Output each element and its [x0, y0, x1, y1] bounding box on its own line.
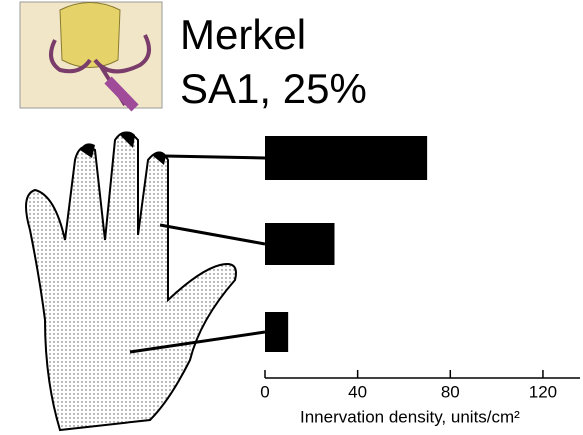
- merkel-icon: [19, 1, 163, 112]
- bar: [265, 312, 289, 352]
- chart-subtitle: SA1, 25%: [180, 65, 367, 112]
- leader-lines: [129, 154, 266, 354]
- x-axis-label: Innervation density, units/cm²: [300, 407, 520, 426]
- x-tick-label: 40: [348, 382, 367, 401]
- bar: [265, 223, 335, 265]
- x-tick-label: 0: [260, 382, 269, 401]
- x-tick-label: 80: [441, 382, 460, 401]
- chart-title: Merkel: [180, 11, 306, 58]
- x-tick-label: 120: [529, 382, 557, 401]
- bar: [265, 136, 428, 180]
- hand-illustration: [25, 131, 237, 432]
